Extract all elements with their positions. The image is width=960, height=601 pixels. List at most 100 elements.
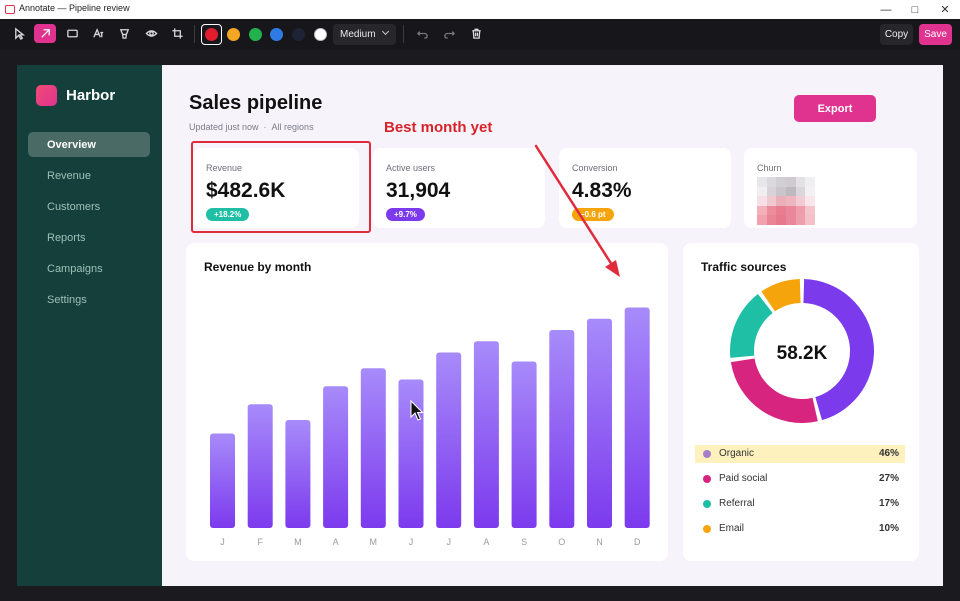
blur-tool-button[interactable] xyxy=(140,24,162,43)
stroke-size-select[interactable]: Medium xyxy=(333,24,396,45)
kpi-label: Revenue xyxy=(206,163,243,173)
color-blue-swatch[interactable] xyxy=(270,28,283,41)
redo-icon xyxy=(443,31,455,39)
kpi-card-active-users: Active users 31,904 +9.7% xyxy=(373,148,545,228)
highlighter-tool-button[interactable] xyxy=(113,24,135,43)
redaction-pixel xyxy=(757,196,767,206)
annotation-callout-text[interactable]: Best month yet xyxy=(384,119,493,136)
nav-item-reports[interactable]: Reports xyxy=(47,231,86,244)
redo-button[interactable] xyxy=(438,24,460,43)
donut-slice-paid-social xyxy=(730,358,818,423)
revenue-bar xyxy=(247,404,273,528)
region-text: All regions xyxy=(271,122,314,132)
legend-row-organic: Organic 46% xyxy=(695,445,905,463)
close-window-button[interactable]: ✕ xyxy=(940,4,950,16)
redaction-pixel xyxy=(786,215,796,225)
legend-color-dot xyxy=(703,500,711,508)
color-orange-swatch[interactable] xyxy=(227,28,240,41)
nav-item-settings[interactable]: Settings xyxy=(47,293,87,306)
redaction-pixel xyxy=(786,205,796,216)
x-tick-label: J xyxy=(409,537,414,547)
kpi-label: Churn xyxy=(757,163,782,173)
trash-icon xyxy=(471,28,481,39)
sidebar: Harbor Overview Revenue Customers Report… xyxy=(17,65,162,586)
redaction-pixel xyxy=(786,196,796,206)
revenue-bar xyxy=(360,368,386,528)
export-button[interactable]: Export xyxy=(794,95,876,122)
annotation-rectangle[interactable] xyxy=(191,141,371,233)
nav-item-customers[interactable]: Customers xyxy=(47,200,101,213)
kpi-card-churn: Churn xyxy=(744,148,917,228)
minimize-button[interactable]: — xyxy=(880,3,892,16)
redaction-pixel xyxy=(757,215,767,225)
annotation-toolbar xyxy=(0,19,960,50)
color-green-swatch[interactable] xyxy=(249,28,262,41)
redaction-pixel xyxy=(776,205,786,216)
revenue-bar xyxy=(210,433,235,528)
color-red-swatch[interactable] xyxy=(205,28,218,41)
redaction-pixel xyxy=(805,177,815,187)
copy-button[interactable]: Copy xyxy=(880,24,913,45)
redaction-pixel xyxy=(795,215,806,225)
x-tick-label: M xyxy=(294,537,302,547)
traffic-donut-chart: 58.2K xyxy=(730,279,875,423)
legend-row-referral: Referral 17% xyxy=(695,495,905,513)
rectangle-icon xyxy=(66,29,78,38)
color-white-swatch[interactable] xyxy=(314,28,327,41)
legend-percent: 46% xyxy=(878,448,899,459)
redaction-pixel xyxy=(776,177,786,187)
stroke-size-value: Medium xyxy=(340,29,376,40)
revenue-chart-panel: Revenue by month J F M A M J J A S O N D xyxy=(186,243,668,561)
x-tick-label: S xyxy=(521,537,527,547)
legend-name: Email xyxy=(719,523,745,534)
color-navy-swatch[interactable] xyxy=(292,28,305,41)
legend-name: Paid social xyxy=(719,473,768,484)
select-tool-button[interactable] xyxy=(8,24,30,43)
x-tick-label: M xyxy=(370,537,378,547)
legend-row-email: Email 10% xyxy=(695,520,905,538)
redaction-pixel xyxy=(795,177,806,187)
window-title: Annotate — Pipeline review xyxy=(19,3,130,13)
crop-tool-button[interactable] xyxy=(166,24,188,43)
delete-button[interactable] xyxy=(465,24,487,43)
rectangle-tool-button[interactable] xyxy=(61,24,83,43)
traffic-sources-panel: Traffic sources 58.2K Organic 46% Paid s… xyxy=(683,243,919,561)
x-tick-label: A xyxy=(333,537,339,547)
kpi-card-revenue: Revenue $482.6K +18.2% xyxy=(193,148,359,228)
x-tick-label: F xyxy=(257,537,263,547)
redaction-pixel xyxy=(805,215,815,225)
brand-name: Harbor xyxy=(66,87,116,104)
blurred-redaction xyxy=(757,177,815,225)
harbor-logo xyxy=(36,85,57,106)
x-tick-label: J xyxy=(220,537,225,547)
redaction-pixel xyxy=(766,177,777,187)
maximize-button[interactable]: □ xyxy=(911,3,919,16)
toolbar-divider xyxy=(194,25,195,43)
redaction-pixel xyxy=(757,205,767,216)
donut-slice-email xyxy=(761,279,801,312)
arrow-icon xyxy=(40,29,50,38)
legend-row-paid-social: Paid social 27% xyxy=(695,470,905,488)
selected-color-indicator xyxy=(201,24,222,45)
page-title: Sales pipeline xyxy=(189,92,323,114)
nav-item-campaigns[interactable]: Campaigns xyxy=(47,262,103,275)
x-tick-label: O xyxy=(558,537,565,547)
revenue-bar xyxy=(587,318,612,528)
annotation-canvas[interactable]: Harbor Overview Revenue Customers Report… xyxy=(17,65,943,586)
app-icon xyxy=(5,5,15,14)
undo-icon xyxy=(416,31,428,39)
revenue-bar xyxy=(398,379,424,528)
chevron-down-icon xyxy=(381,27,390,36)
x-tick-label: N xyxy=(596,537,603,547)
undo-button[interactable] xyxy=(411,24,433,43)
nav-item-overview[interactable]: Overview xyxy=(28,132,150,157)
arrow-tool-button[interactable] xyxy=(34,24,56,43)
window-titlebar: Annotate — Pipeline review — □ ✕ xyxy=(0,0,960,19)
crop-icon xyxy=(171,28,183,39)
redaction-pixel xyxy=(766,196,777,206)
updated-text: Updated just now xyxy=(189,122,259,132)
save-button[interactable]: Save xyxy=(919,24,952,45)
text-tool-button[interactable] xyxy=(87,24,109,43)
nav-item-revenue[interactable]: Revenue xyxy=(47,169,92,182)
